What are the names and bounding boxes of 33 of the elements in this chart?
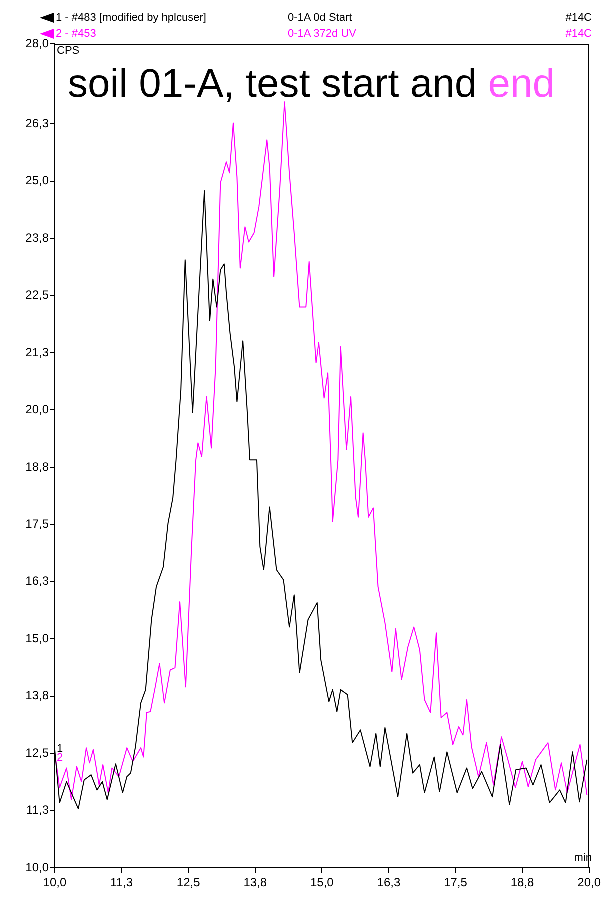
legend-label: 2 - #453	[56, 28, 96, 41]
y-tick-label: 13,8	[26, 688, 50, 703]
y-tick-label: 12,5	[26, 746, 50, 760]
x-tick-label: 12,5	[176, 876, 201, 890]
annotation: 2	[57, 752, 64, 764]
legend-label: 1 - #483 [modified by hplcuser]	[56, 12, 206, 25]
y-tick-label: 17,5	[26, 516, 50, 531]
y-tick-label: 26,3	[26, 116, 50, 130]
text: #14C	[566, 28, 592, 41]
x-tick-label: 18,8	[510, 876, 535, 890]
y-tick-label: 21,3	[26, 345, 50, 360]
y-tick-label: 11,3	[26, 803, 50, 818]
x-tick-label: 16,3	[377, 876, 401, 890]
y-tick-label: 20,0	[26, 402, 50, 417]
text: #14C	[566, 12, 592, 25]
text: 0-1A 0d Start	[288, 12, 352, 25]
x-tick-label: 17,5	[444, 876, 468, 890]
text: 0-1A 372d UV	[288, 28, 356, 41]
y-tick-label: 18,8	[26, 460, 50, 474]
y-tick-label: 10,0	[26, 860, 50, 874]
y-tick-label: 25,0	[26, 174, 50, 188]
y-axis-title: CPS	[57, 45, 80, 57]
x-tick-label: 13,8	[244, 876, 268, 890]
y-tick-label: 15,0	[26, 631, 50, 646]
y-tick-label: 28,0	[26, 36, 50, 50]
y-tick-label: 23,8	[26, 230, 50, 245]
text: soil 01-A, test start and end	[68, 62, 555, 106]
x-tick-label: 15,0	[310, 876, 334, 890]
y-tick-label: 22,5	[26, 288, 50, 302]
x-tick-label: 11,3	[110, 876, 134, 890]
x-tick-label: 20,0	[578, 876, 602, 890]
x-tick-label: 10,0	[43, 876, 67, 890]
y-tick-label: 16,3	[26, 574, 50, 588]
